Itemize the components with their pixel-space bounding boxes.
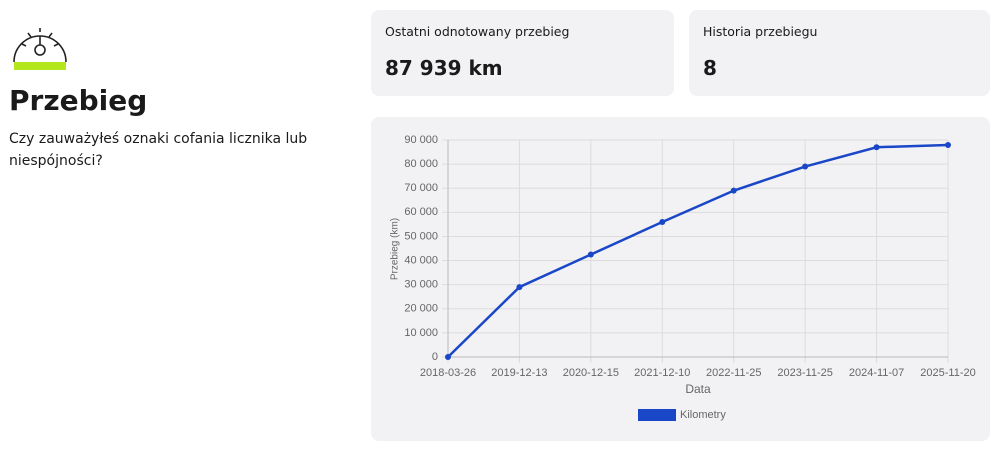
y-tick-label: 90 000 — [404, 134, 438, 146]
card-value: 8 — [703, 56, 717, 80]
card-label: Historia przebiegu — [703, 24, 818, 39]
y-tick-label: 0 — [432, 351, 438, 363]
x-tick-label: 2018-03-26 — [420, 367, 476, 379]
y-tick-label: 40 000 — [404, 254, 438, 266]
point — [873, 144, 880, 151]
point — [516, 284, 523, 291]
point — [730, 187, 737, 194]
x-tick-label: 2020-12-15 — [563, 367, 619, 379]
point — [445, 354, 451, 360]
point — [802, 163, 809, 170]
y-tick-label: 50 000 — [404, 230, 438, 242]
x-tick-label: 2024-11-07 — [849, 367, 904, 379]
point — [659, 218, 666, 225]
y-tick-label: 30 000 — [404, 279, 438, 291]
x-axis-title: Data — [685, 382, 711, 396]
page-title: Przebieg — [9, 84, 148, 117]
y-axis-title: Przebieg (km) — [390, 218, 401, 280]
legend-swatch — [638, 409, 676, 421]
card: Ostatni odnotowany przebieg 87 939 km — [371, 10, 674, 96]
y-tick-label: 70 000 — [404, 182, 438, 194]
speedometer-icon — [13, 28, 67, 70]
point — [945, 141, 951, 148]
x-tick-label: 2022-11-25 — [706, 367, 761, 379]
legend-label: Kilometry — [680, 409, 726, 421]
card-value: 87 939 km — [385, 56, 503, 80]
y-tick-label: 60 000 — [404, 206, 438, 218]
point — [587, 251, 594, 258]
card: Historia przebiegu 8 — [689, 10, 990, 96]
y-tick-label: 10 000 — [404, 327, 438, 339]
line — [447, 143, 949, 358]
card-label: Ostatni odnotowany przebieg — [385, 24, 570, 39]
x-tick-label: 2019-12-13 — [491, 367, 547, 379]
y-tick-label: 80 000 — [404, 158, 438, 170]
x-tick-label: 2023-11-25 — [777, 367, 832, 379]
chart-panel — [371, 117, 990, 441]
y-tick-label: 20 000 — [404, 303, 438, 315]
x-tick-label: 2025-11-20 — [920, 367, 975, 379]
page-subtitle: Czy zauważyłeś oznaki cofania licznika l… — [9, 131, 308, 169]
x-tick-label: 2021-12-10 — [634, 367, 690, 379]
